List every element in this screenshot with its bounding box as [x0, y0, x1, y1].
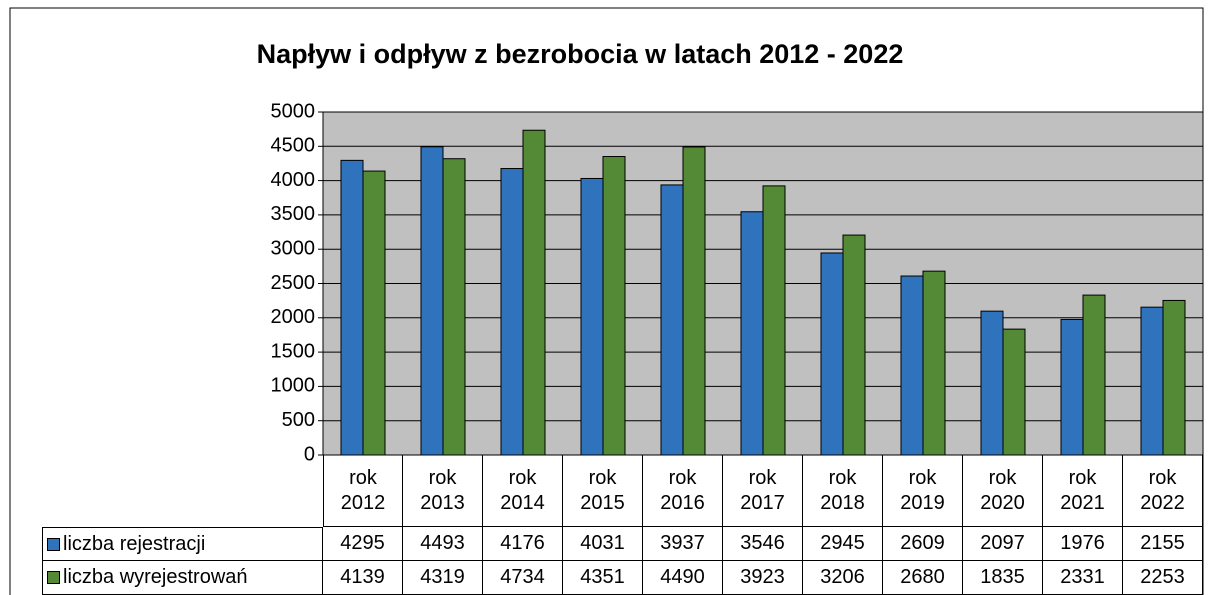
bar — [340, 159, 364, 456]
bar — [820, 252, 844, 456]
bar — [522, 129, 546, 456]
y-tick-label: 1000 — [271, 375, 316, 397]
y-tick-label: 500 — [282, 409, 315, 431]
x-tick-label: rok 2020 — [963, 455, 1043, 527]
bar — [842, 234, 866, 456]
x-tick-label: rok 2015 — [563, 455, 643, 527]
y-tick-label: 1500 — [271, 340, 316, 362]
bar — [660, 184, 684, 456]
y-tick-label: 2000 — [271, 306, 316, 328]
bar — [980, 310, 1004, 456]
table-value: 4734 — [483, 561, 563, 595]
table-value: 2097 — [963, 527, 1043, 561]
table-value: 4295 — [323, 527, 403, 561]
x-tick-label: rok 2012 — [323, 455, 403, 527]
table-value: 2253 — [1123, 561, 1203, 595]
table-value: 3546 — [723, 527, 803, 561]
x-tick-label: rok 2013 — [403, 455, 483, 527]
x-tick-label: rok 2017 — [723, 455, 803, 527]
bar — [1002, 328, 1026, 456]
table-value: 4490 — [643, 561, 723, 595]
bar — [1140, 306, 1164, 456]
bar — [682, 146, 706, 456]
table-value: 2155 — [1123, 527, 1203, 561]
bar — [1060, 318, 1084, 456]
y-tick-label: 5000 — [271, 100, 316, 122]
table-value: 3206 — [803, 561, 883, 595]
bar — [762, 185, 786, 456]
y-tick-label: 0 — [304, 443, 315, 465]
legend-entry: liczba rejestracji — [42, 527, 323, 561]
table-value: 2945 — [803, 527, 883, 561]
x-tick-label: rok 2014 — [483, 455, 563, 527]
legend-key — [47, 537, 60, 551]
x-tick-label: rok 2018 — [803, 455, 883, 527]
y-tick-label: 4500 — [271, 135, 316, 157]
bar — [420, 146, 444, 456]
legend-key — [47, 571, 60, 584]
bar — [602, 156, 626, 456]
x-tick-label: rok 2019 — [883, 455, 963, 527]
bar — [580, 177, 604, 456]
table-value: 4176 — [483, 527, 563, 561]
table-value: 4031 — [563, 527, 643, 561]
table-value: 4351 — [563, 561, 643, 595]
bar — [900, 275, 924, 456]
table-value: 1976 — [1043, 527, 1123, 561]
bar — [362, 170, 386, 456]
table-value: 1835 — [963, 561, 1043, 595]
table-value: 3923 — [723, 561, 803, 595]
y-tick-label: 3000 — [271, 237, 316, 259]
legend-label: liczba rejestracji — [63, 532, 206, 555]
table-value: 4319 — [403, 561, 483, 595]
y-tick-label: 3500 — [271, 203, 316, 225]
table-value: 2331 — [1043, 561, 1123, 595]
bar — [1082, 294, 1106, 456]
bar — [442, 158, 466, 456]
table-value: 2680 — [883, 561, 963, 595]
legend-label: liczba wyrejestrowań — [63, 566, 248, 588]
bar — [500, 168, 524, 456]
x-tick-label: rok 2016 — [643, 455, 723, 527]
bar — [740, 211, 764, 456]
table-value: 4139 — [323, 561, 403, 595]
chart-title: Napływ i odpływ z bezrobocia w latach 20… — [257, 39, 904, 69]
legend-entry: liczba wyrejestrowań — [42, 561, 323, 595]
y-tick-label: 2500 — [271, 272, 316, 294]
bar — [922, 270, 946, 456]
bar — [1162, 299, 1186, 456]
x-tick-label: rok 2021 — [1043, 455, 1123, 527]
table-value: 2609 — [883, 527, 963, 561]
table-value: 4493 — [403, 527, 483, 561]
y-tick-label: 4000 — [271, 169, 316, 191]
x-tick-label: rok 2022 — [1123, 455, 1203, 527]
table-value: 3937 — [643, 527, 723, 561]
